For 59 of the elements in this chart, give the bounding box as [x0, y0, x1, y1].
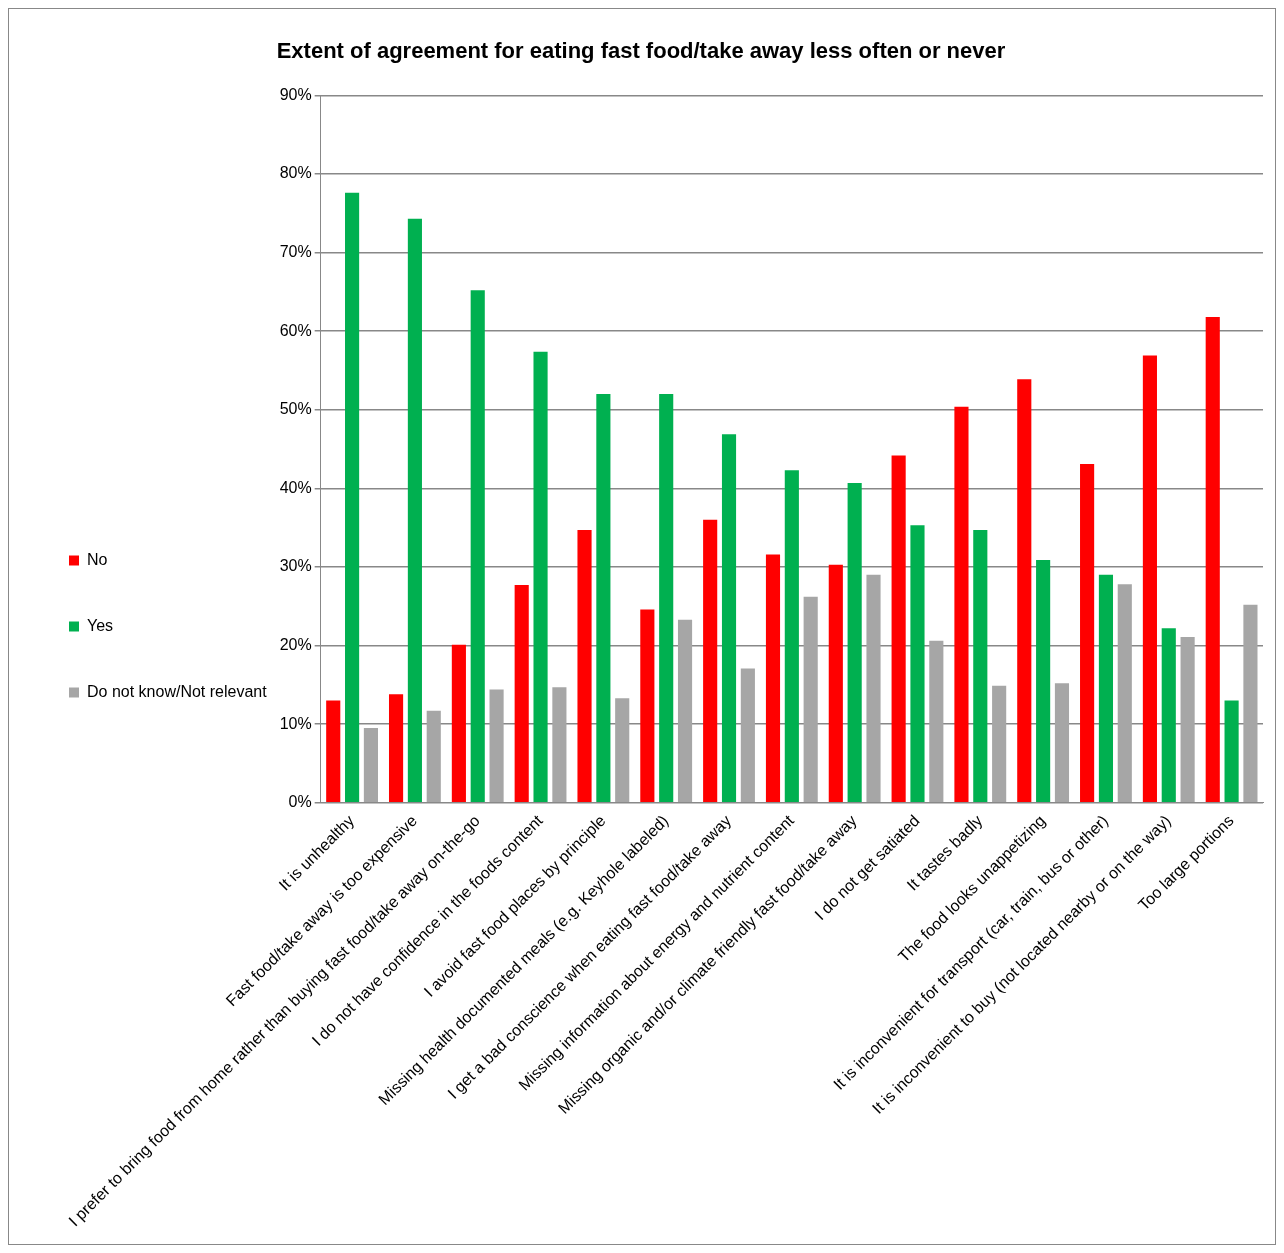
bar	[345, 192, 360, 803]
legend-label: Do not know/Not relevant	[87, 682, 268, 700]
bar	[407, 218, 422, 803]
bar	[866, 574, 881, 803]
bar	[703, 519, 718, 803]
y-tick-label: 10%	[279, 714, 312, 732]
bar	[615, 698, 630, 803]
bar	[1243, 604, 1258, 803]
bar	[596, 394, 611, 803]
chart-title: Extent of agreement for eating fast food/take away less often or never	[276, 38, 1006, 64]
bar	[677, 619, 693, 803]
bar	[388, 694, 404, 803]
bar	[363, 728, 378, 803]
bar	[721, 434, 737, 803]
bar	[784, 470, 799, 803]
bar	[954, 406, 969, 803]
y-tick-label: 60%	[279, 321, 312, 339]
bar	[847, 482, 862, 803]
y-tick-label: 80%	[279, 164, 312, 182]
bar	[910, 525, 925, 803]
bar	[828, 564, 843, 803]
bar	[1142, 355, 1157, 803]
bar	[891, 455, 906, 803]
y-tick-label: 90%	[279, 85, 312, 103]
bar	[470, 290, 485, 803]
bar	[533, 351, 548, 803]
legend-label: No	[87, 550, 108, 568]
bar	[659, 394, 674, 803]
y-tick-label: 20%	[279, 635, 312, 653]
bar	[740, 668, 755, 803]
y-tick-label: 40%	[279, 478, 312, 496]
bar	[973, 530, 988, 803]
bar	[1180, 636, 1195, 803]
bar	[552, 687, 567, 803]
bar	[577, 530, 592, 803]
bar	[426, 710, 441, 803]
bar	[1054, 683, 1070, 803]
bar	[1080, 464, 1095, 803]
bar	[1224, 700, 1239, 803]
bar	[1117, 584, 1132, 803]
bar	[489, 689, 504, 803]
y-tick-label: 0%	[288, 793, 312, 811]
bar	[451, 644, 466, 803]
bar	[1098, 574, 1114, 803]
bar	[1036, 559, 1051, 803]
bar	[514, 585, 529, 803]
bar	[326, 700, 341, 803]
y-tick-label: 30%	[279, 557, 312, 575]
y-tick-label: 50%	[279, 400, 312, 418]
bar	[803, 596, 818, 803]
bar	[1161, 628, 1176, 803]
bar	[929, 640, 944, 803]
y-tick-label: 70%	[279, 243, 312, 260]
bar	[765, 554, 781, 803]
bar	[1205, 317, 1220, 803]
legend-label: Yes	[87, 616, 114, 634]
bar	[992, 685, 1007, 803]
bar	[640, 609, 655, 803]
bar	[1017, 379, 1032, 803]
